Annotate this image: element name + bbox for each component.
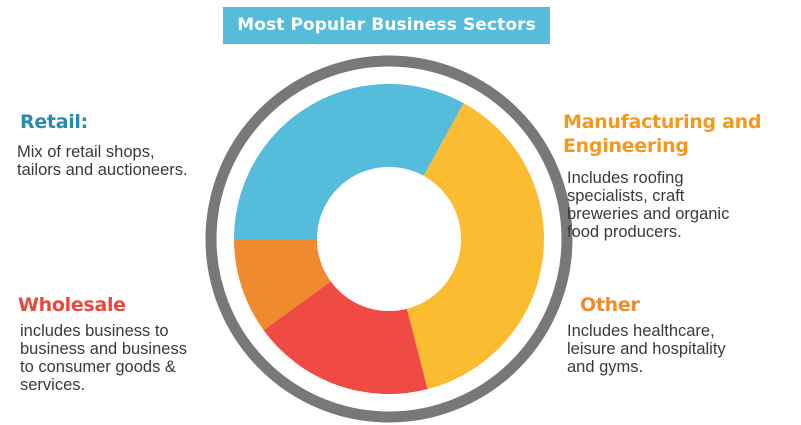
outer-ring	[205, 55, 573, 423]
donut-hole	[317, 167, 461, 311]
retail-description: Mix of retail shops, tailors and auction…	[17, 143, 188, 179]
other-heading: Other	[580, 294, 640, 316]
donut-slices	[234, 84, 545, 395]
retail-heading: Retail:	[20, 111, 88, 133]
other-description: Includes healthcare, leisure and hospita…	[567, 322, 726, 376]
slice-other	[234, 239, 331, 331]
slice-manufacturing-and-engineering	[406, 103, 545, 390]
chart-title: Most Popular Business Sectors	[223, 7, 550, 44]
manufacturing-heading: Manufacturing and Engineering	[563, 111, 762, 157]
slice-retail	[234, 84, 464, 239]
slice-wholesale	[263, 281, 428, 395]
wholesale-description: includes business to business and busine…	[20, 322, 187, 394]
wholesale-heading: Wholesale	[18, 294, 126, 316]
manufacturing-description: Includes roofing specialists, craft brew…	[567, 169, 730, 241]
